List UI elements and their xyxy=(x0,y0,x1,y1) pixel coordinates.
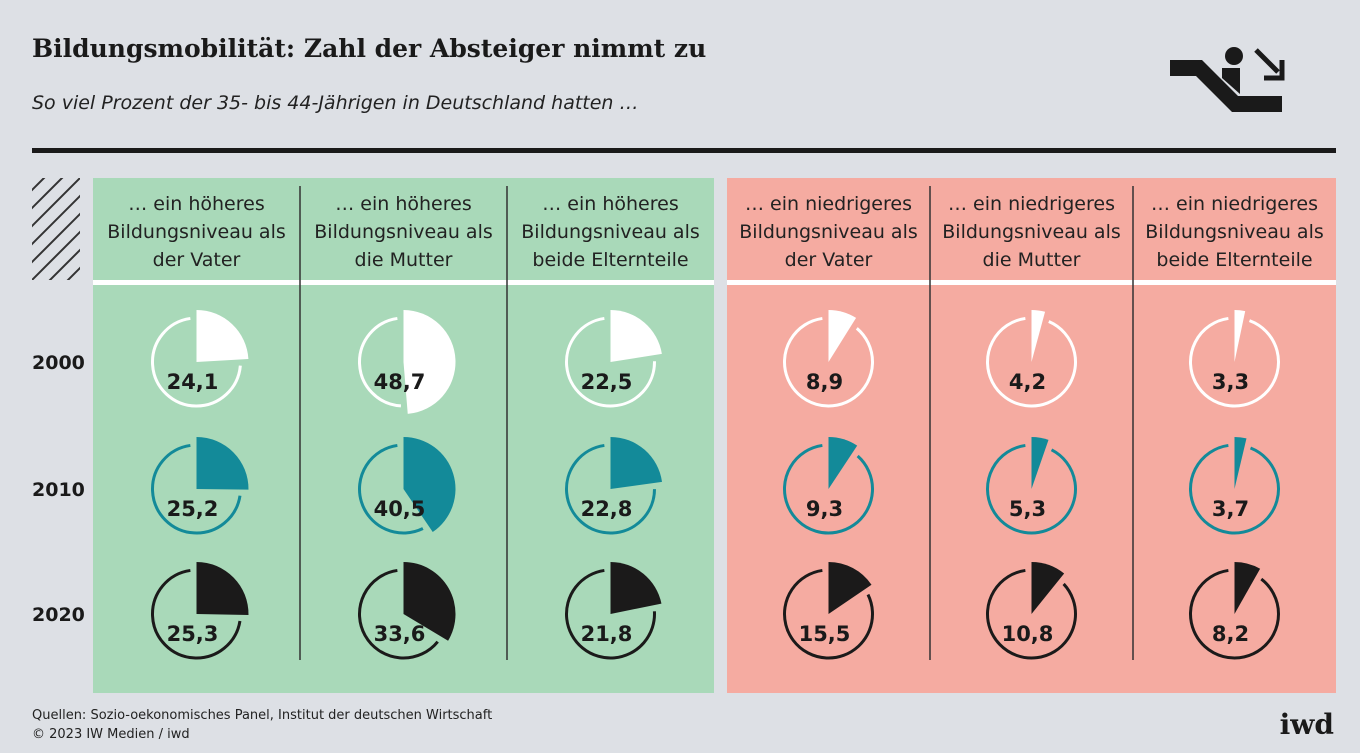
ring xyxy=(151,568,242,660)
wedge xyxy=(403,437,456,533)
title: Bildungsmobilität: Zahl der Absteiger ni… xyxy=(32,34,707,63)
wedge xyxy=(403,562,456,641)
ring xyxy=(565,316,656,408)
ring xyxy=(565,568,656,660)
value-label: 22,8 xyxy=(581,497,633,521)
wedge xyxy=(1031,437,1049,489)
wedge xyxy=(196,562,249,615)
wedge xyxy=(1031,562,1065,614)
column-header: … ein höheres Bildungsniveau als der Vat… xyxy=(107,193,286,271)
row-label: 2010 xyxy=(32,479,85,501)
copyright: © 2023 IW Medien / iwd xyxy=(32,727,190,742)
value-label: 9,3 xyxy=(806,497,843,521)
value-label: 4,2 xyxy=(1009,370,1046,394)
value-label: 40,5 xyxy=(374,497,426,521)
ring xyxy=(1189,316,1280,408)
logo: iwd xyxy=(1279,708,1334,741)
ring xyxy=(1189,568,1280,660)
wedge xyxy=(610,437,663,489)
wedge xyxy=(828,437,858,489)
wedge xyxy=(828,562,872,614)
value-label: 22,5 xyxy=(581,370,633,394)
column-header: … ein höheres Bildungsniveau als die Mut… xyxy=(314,193,493,271)
value-label: 3,3 xyxy=(1212,370,1249,394)
ring xyxy=(565,443,656,535)
row-label: 2020 xyxy=(32,604,85,626)
ring xyxy=(783,568,874,660)
column-header: … ein höheres Bildungsniveau als beide E… xyxy=(521,193,700,271)
value-label: 3,7 xyxy=(1212,497,1249,521)
escalator-icon xyxy=(1170,47,1285,112)
ring xyxy=(151,443,242,535)
wedge xyxy=(828,310,857,362)
value-label: 15,5 xyxy=(799,622,851,646)
ring xyxy=(783,316,874,408)
wedge xyxy=(1234,310,1246,362)
ring xyxy=(1189,443,1280,535)
column-header: … ein niedrigeres Bildungsniveau als bei… xyxy=(1145,193,1324,271)
wedge xyxy=(610,562,662,614)
value-label: 8,9 xyxy=(806,370,843,394)
header-separator xyxy=(93,280,714,285)
wedge xyxy=(610,310,662,362)
value-label: 48,7 xyxy=(374,370,426,394)
value-label: 10,8 xyxy=(1002,622,1054,646)
row-label: 2000 xyxy=(32,352,85,374)
value-label: 8,2 xyxy=(1212,622,1249,646)
wedge xyxy=(196,437,249,490)
wedge xyxy=(1234,562,1261,614)
rule xyxy=(32,148,1336,153)
value-label: 24,1 xyxy=(167,370,219,394)
ring xyxy=(358,316,402,408)
ring xyxy=(986,316,1077,408)
header-separator xyxy=(727,280,1336,285)
wedge xyxy=(1031,310,1046,362)
ring xyxy=(358,443,424,535)
wedge xyxy=(196,310,249,362)
column-header: … ein niedrigeres Bildungsniveau als der… xyxy=(739,193,918,271)
ring xyxy=(783,443,874,535)
ring xyxy=(986,443,1077,535)
source: Quellen: Sozio-oekonomisches Panel, Inst… xyxy=(32,708,493,723)
hatch xyxy=(32,178,80,280)
value-label: 25,3 xyxy=(167,622,219,646)
subtitle: So viel Prozent der 35- bis 44-Jährigen … xyxy=(32,92,639,114)
ring xyxy=(986,568,1077,660)
wedge xyxy=(1234,437,1247,489)
value-label: 5,3 xyxy=(1009,497,1046,521)
value-label: 33,6 xyxy=(374,622,426,646)
ring xyxy=(151,316,242,408)
column-header: … ein niedrigeres Bildungsniveau als die… xyxy=(942,193,1121,271)
wedge xyxy=(403,310,456,414)
value-label: 25,2 xyxy=(167,497,219,521)
value-label: 21,8 xyxy=(581,622,633,646)
ring xyxy=(358,568,439,660)
